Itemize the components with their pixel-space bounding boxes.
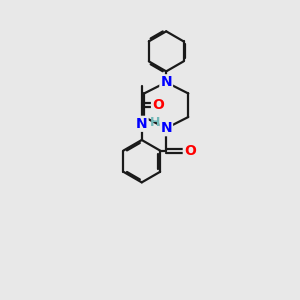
Text: H: H: [150, 116, 160, 129]
Text: O: O: [184, 144, 196, 158]
Text: N: N: [160, 121, 172, 135]
Text: N: N: [136, 117, 148, 131]
Text: O: O: [152, 98, 164, 112]
Text: N: N: [160, 75, 172, 89]
